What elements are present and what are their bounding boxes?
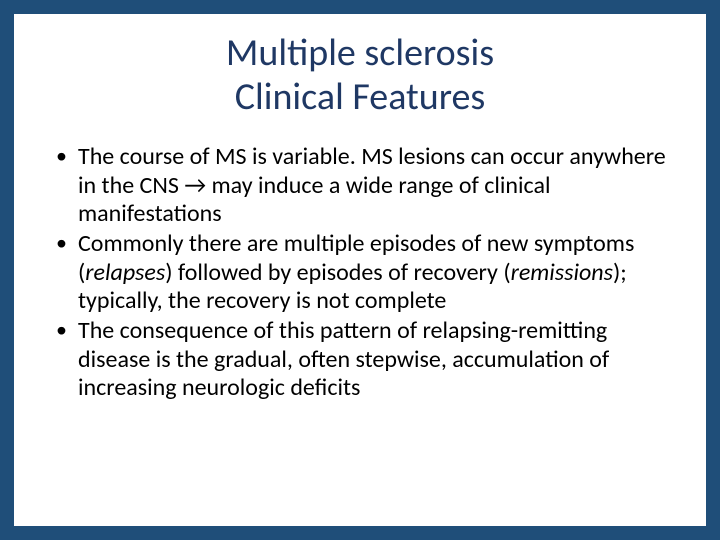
bullet-item: The course of MS is variable. MS lesions… (48, 143, 672, 228)
emphasis-text: relapses (85, 258, 165, 287)
emphasis-text: remissions (511, 258, 613, 287)
arrow-icon: → (184, 171, 206, 200)
title-line-1: Multiple sclerosis (226, 30, 494, 76)
bullet-item: The consequence of this pattern of relap… (48, 317, 672, 402)
bullet-item: Commonly there are multiple episodes of … (48, 230, 672, 315)
bullet-list: The course of MS is variable. MS lesions… (48, 143, 672, 402)
title-line-2: Clinical Features (235, 74, 486, 120)
slide: Multiple sclerosis Clinical Features The… (14, 14, 706, 526)
bullet-text: The consequence of this pattern of relap… (78, 316, 609, 402)
slide-title: Multiple sclerosis Clinical Features (48, 32, 672, 119)
bullet-text: ) followed by episodes of recovery ( (165, 258, 510, 287)
